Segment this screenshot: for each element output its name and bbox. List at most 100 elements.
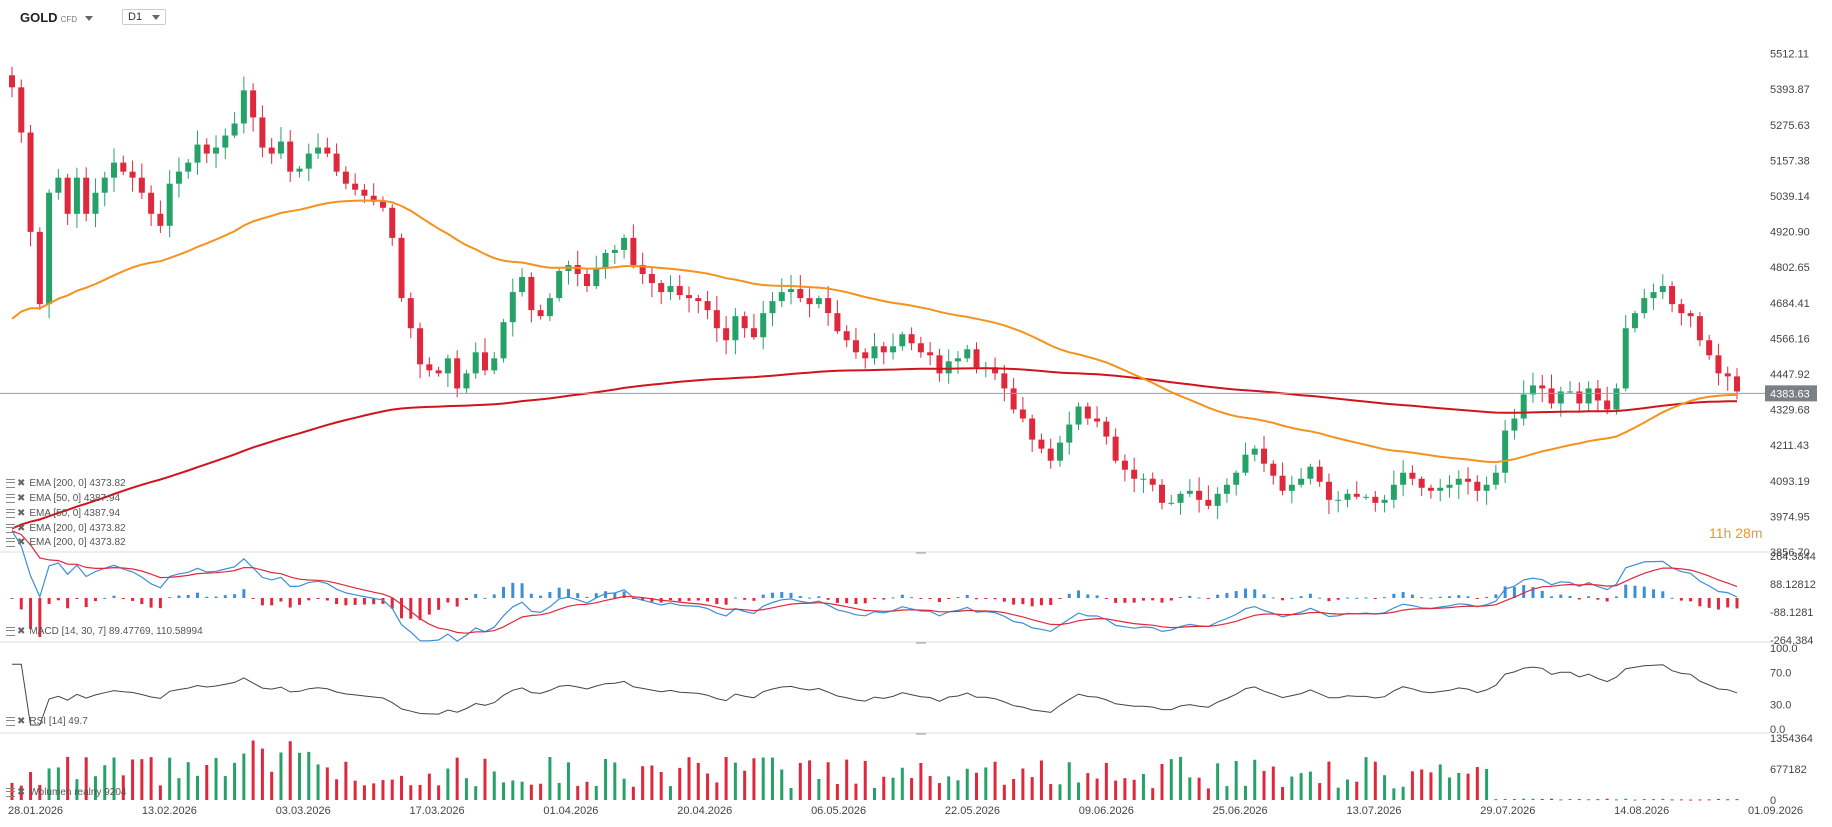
candle-body bbox=[157, 213, 164, 226]
candle-body bbox=[1325, 481, 1332, 500]
macd-histogram-bar bbox=[1698, 598, 1702, 607]
macd-histogram-bar bbox=[1373, 598, 1377, 600]
volume-bar bbox=[631, 786, 635, 800]
macd-histogram-bar bbox=[678, 598, 682, 602]
close-icon[interactable]: ✖ bbox=[17, 523, 26, 534]
close-icon[interactable]: ✖ bbox=[17, 493, 26, 504]
volume-bar bbox=[1652, 799, 1656, 801]
legend-rsi[interactable]: ✖ RSI [14] 49.7 bbox=[6, 716, 88, 727]
volume-axis-label: 0 bbox=[1770, 795, 1776, 807]
macd-histogram-bar bbox=[1689, 598, 1693, 602]
candle-body bbox=[806, 298, 813, 305]
macd-histogram-bar bbox=[826, 598, 830, 600]
candle-body bbox=[1094, 418, 1101, 422]
close-icon[interactable]: ✖ bbox=[17, 508, 26, 519]
volume-bar bbox=[474, 786, 478, 800]
legend-ema-3[interactable]: ✖ EMA [50, 0] 4387.94 bbox=[6, 508, 120, 519]
candle-body bbox=[370, 195, 377, 202]
list-icon[interactable] bbox=[6, 493, 15, 503]
candle-body bbox=[1511, 418, 1518, 431]
symbol-selector[interactable]: GOLD CFD bbox=[20, 10, 94, 25]
volume-bar bbox=[168, 757, 172, 800]
volume-bar bbox=[529, 784, 533, 800]
candle-body bbox=[1465, 478, 1472, 482]
candle-body bbox=[1298, 478, 1305, 485]
candle-body bbox=[611, 249, 618, 253]
close-icon[interactable]: ✖ bbox=[17, 537, 26, 548]
macd-histogram-bar bbox=[251, 598, 255, 600]
candle-body bbox=[379, 201, 386, 208]
candle-body bbox=[1353, 493, 1360, 497]
volume-bar bbox=[195, 775, 199, 800]
legend-ema-1[interactable]: ✖ EMA [200, 0] 4373.82 bbox=[6, 478, 126, 489]
close-icon[interactable]: ✖ bbox=[17, 626, 26, 637]
legend-ema-2[interactable]: ✖ EMA [50, 0] 4387.94 bbox=[6, 493, 120, 504]
close-icon[interactable]: ✖ bbox=[17, 716, 26, 727]
candle-body bbox=[1622, 328, 1629, 389]
candle-body bbox=[1251, 448, 1258, 455]
macd-histogram-bar bbox=[390, 598, 394, 609]
candle-body bbox=[426, 364, 433, 371]
volume-bar bbox=[1151, 788, 1155, 800]
price-axis-label: 4802.65 bbox=[1770, 262, 1810, 274]
macd-histogram-bar bbox=[529, 593, 533, 599]
volume-bar bbox=[418, 784, 422, 800]
macd-histogram-bar bbox=[1466, 596, 1470, 598]
candle-body bbox=[185, 162, 192, 172]
volume-bar bbox=[1095, 778, 1099, 800]
macd-histogram-bar bbox=[1401, 592, 1405, 599]
candle-body bbox=[593, 267, 600, 287]
close-icon[interactable]: ✖ bbox=[17, 787, 26, 798]
macd-histogram-bar bbox=[205, 596, 209, 599]
volume-bar bbox=[1577, 799, 1581, 801]
close-icon[interactable]: ✖ bbox=[17, 478, 26, 489]
volume-bar bbox=[900, 767, 904, 800]
rsi-axis-label: 30.0 bbox=[1770, 700, 1791, 712]
macd-histogram-bar bbox=[789, 592, 793, 598]
candle-body bbox=[1001, 373, 1008, 389]
candle-body bbox=[1474, 481, 1481, 491]
list-icon[interactable] bbox=[6, 626, 15, 636]
candle-body bbox=[1047, 448, 1054, 461]
list-icon[interactable] bbox=[6, 508, 15, 518]
candle-body bbox=[834, 313, 841, 332]
macd-histogram-bar bbox=[641, 598, 645, 601]
legend-ema-3-label: EMA [50, 0] 4387.94 bbox=[29, 508, 121, 519]
volume-bar bbox=[576, 785, 580, 800]
candle-body bbox=[1659, 286, 1666, 293]
candle-body bbox=[704, 301, 711, 311]
volume-bar bbox=[845, 759, 849, 800]
list-icon[interactable] bbox=[6, 537, 15, 547]
candle-body bbox=[899, 334, 906, 347]
macd-histogram-bar bbox=[956, 596, 960, 599]
macd-histogram-bar bbox=[400, 598, 404, 619]
volume-bar bbox=[214, 758, 218, 800]
macd-histogram-bar bbox=[1290, 597, 1294, 599]
candle-body bbox=[166, 183, 173, 226]
volume-bar bbox=[539, 783, 543, 800]
macd-histogram-bar bbox=[195, 592, 199, 598]
candle-body bbox=[64, 177, 71, 214]
macd-histogram-bar bbox=[668, 598, 672, 600]
legend-volume[interactable]: ✖ Wolumen realny 9204 bbox=[6, 787, 127, 798]
candle-body bbox=[723, 328, 730, 341]
volume-bar bbox=[1197, 777, 1201, 800]
candle-body bbox=[342, 171, 349, 184]
legend-ema-5[interactable]: ✖ EMA [200, 0] 4373.82 bbox=[6, 537, 126, 548]
candle-body bbox=[1613, 388, 1620, 410]
volume-bar bbox=[131, 759, 135, 800]
macd-histogram-bar bbox=[131, 598, 135, 601]
list-icon[interactable] bbox=[6, 478, 15, 488]
list-icon[interactable] bbox=[6, 787, 15, 797]
candle-body bbox=[277, 141, 284, 154]
macd-histogram-bar bbox=[715, 598, 719, 605]
macd-histogram-bar bbox=[353, 598, 357, 605]
legend-ema-4[interactable]: ✖ EMA [200, 0] 4373.82 bbox=[6, 523, 126, 534]
list-icon[interactable] bbox=[6, 716, 15, 726]
list-icon[interactable] bbox=[6, 523, 15, 533]
macd-histogram-bar bbox=[298, 598, 301, 605]
timeframe-dropdown[interactable]: D1 bbox=[122, 9, 166, 25]
current-price-label: 4383.63 bbox=[1770, 388, 1810, 400]
legend-macd[interactable]: ✖ MACD [14, 30, 7] 89.47769, 110.58994 bbox=[6, 626, 203, 637]
